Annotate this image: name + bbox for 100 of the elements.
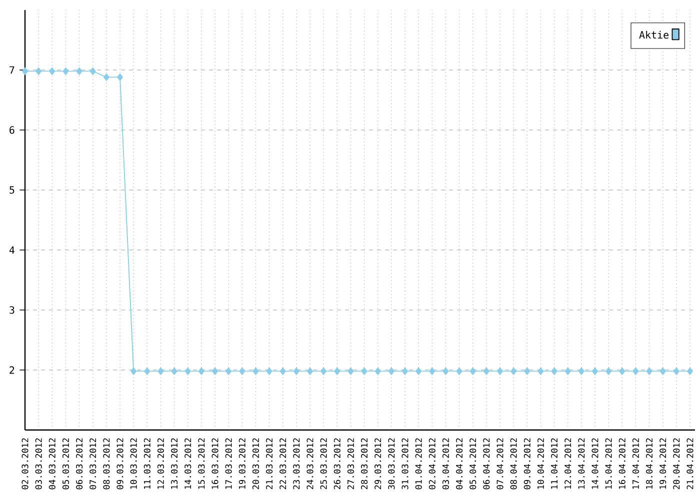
point <box>144 367 150 376</box>
point <box>293 367 300 376</box>
x-tick-label: 09.03.2012 <box>116 438 124 490</box>
y-tick-label: 3 <box>10 306 14 314</box>
x-tick-label: 12.03.2012 <box>157 438 164 489</box>
point <box>646 367 652 376</box>
point <box>117 73 123 81</box>
x-tick-label: 04.04.2012 <box>456 438 463 490</box>
x-tick-label: 21.04.2012 <box>686 438 694 490</box>
x-tick-label: 14.04.2012 <box>592 438 598 489</box>
point <box>564 367 571 376</box>
point <box>619 367 626 376</box>
x-tick-label: 05.04.2012 <box>470 438 476 490</box>
x-tick-label: 05.03.2012 <box>62 438 69 490</box>
x-tick-label: 10.03.2012 <box>130 438 137 489</box>
point <box>348 367 354 376</box>
x-tick-label: 17.03.2012 <box>225 438 232 489</box>
x-tick-label: 28.03.2012 <box>361 438 368 490</box>
y-tick-label: 5 <box>10 186 14 194</box>
x-tick-label: 14.03.2012 <box>184 438 192 489</box>
x-tick-label: 15.03.2012 <box>198 438 205 489</box>
x-tick-label: 02.03.2012 <box>22 438 28 490</box>
x-tick-label: 11.04.2012 <box>551 438 558 489</box>
x-tick-label: 16.04.2012 <box>618 438 626 489</box>
x-tick-label: 23.03.2012 <box>293 438 300 490</box>
point <box>320 367 327 376</box>
point <box>388 367 394 376</box>
x-tick-label: 03.04.2012 <box>442 438 449 490</box>
y-tick-label: 6 <box>10 126 14 134</box>
point <box>36 67 42 76</box>
point <box>62 67 69 76</box>
x-tick-label: 22.03.2012 <box>280 438 286 490</box>
point <box>22 67 28 76</box>
point <box>538 367 544 376</box>
x-tick-label: 24.03.2012 <box>306 438 314 490</box>
x-tick-label: 06.03.2012 <box>76 438 83 490</box>
x-tick-label: 17.04.2012 <box>632 438 639 489</box>
point <box>334 367 340 376</box>
point <box>497 367 503 376</box>
x-tick-label: 20.04.2012 <box>673 438 680 490</box>
point <box>158 367 164 376</box>
x-tick-label: 08.03.2012 <box>103 438 110 490</box>
x-tick-label: 16.03.2012 <box>212 438 218 489</box>
point <box>687 367 693 376</box>
x-tick-label: 12.04.2012 <box>564 438 572 489</box>
x-tick-label: 27.03.2012 <box>347 438 354 490</box>
x-tick-label: 25.03.2012 <box>320 438 327 490</box>
point <box>442 367 449 376</box>
y-tick-label: 2 <box>10 366 14 374</box>
point <box>456 367 462 376</box>
x-tick-label: 19.04.2012 <box>660 438 666 489</box>
x-tick-label: 29.03.2012 <box>374 438 382 490</box>
y-tick-label: 4 <box>9 246 14 254</box>
x-tick-label: 08.04.2012 <box>510 438 517 490</box>
point <box>632 367 639 376</box>
point <box>470 367 476 376</box>
x-tick-label: 06.04.2012 <box>483 438 490 490</box>
x-tick-label: 03.03.2012 <box>35 438 42 490</box>
point <box>198 367 204 376</box>
point <box>130 367 137 376</box>
x-tick-label: 07.04.2012 <box>496 438 504 490</box>
x-tick-label: 01.04.2012 <box>415 438 422 490</box>
x-tick-label: 13.04.2012 <box>578 438 585 489</box>
point <box>673 367 680 376</box>
point <box>184 367 191 376</box>
point <box>49 67 56 76</box>
point <box>252 367 259 376</box>
x-tick-label: 13.03.2012 <box>171 438 178 489</box>
point <box>90 67 96 76</box>
x-tick-label: 04.03.2012 <box>48 438 56 490</box>
legend-label: Aktie <box>639 30 669 39</box>
x-tick-label: 20.03.2012 <box>252 438 259 490</box>
point <box>416 367 422 376</box>
point <box>76 67 82 76</box>
point <box>483 367 490 376</box>
x-tick-label: 15.04.2012 <box>605 438 612 489</box>
point <box>266 367 272 376</box>
point <box>171 367 178 376</box>
x-tick-label: 07.03.2012 <box>90 438 96 490</box>
point <box>524 367 530 376</box>
point <box>429 367 436 376</box>
point <box>226 367 232 376</box>
x-tick-label: 31.03.2012 <box>402 438 408 490</box>
x-tick-label: 21.03.2012 <box>266 438 273 490</box>
point <box>239 367 246 376</box>
x-tick-label: 19.03.2012 <box>238 438 246 489</box>
x-tick-label: 26.03.2012 <box>334 438 340 490</box>
point <box>660 367 666 376</box>
point <box>103 73 110 81</box>
point <box>592 367 598 376</box>
x-tick-label: 02.04.2012 <box>428 438 436 490</box>
y-tick-label: 7 <box>10 66 14 74</box>
point <box>361 367 368 376</box>
point <box>212 367 218 376</box>
x-tick-label: 18.04.2012 <box>646 438 653 489</box>
x-tick-label: 09.04.2012 <box>524 438 530 490</box>
point <box>402 367 408 376</box>
x-tick-label: 30.03.2012 <box>388 438 395 490</box>
x-tick-label: 10.04.2012 <box>537 438 544 489</box>
point <box>510 367 517 376</box>
